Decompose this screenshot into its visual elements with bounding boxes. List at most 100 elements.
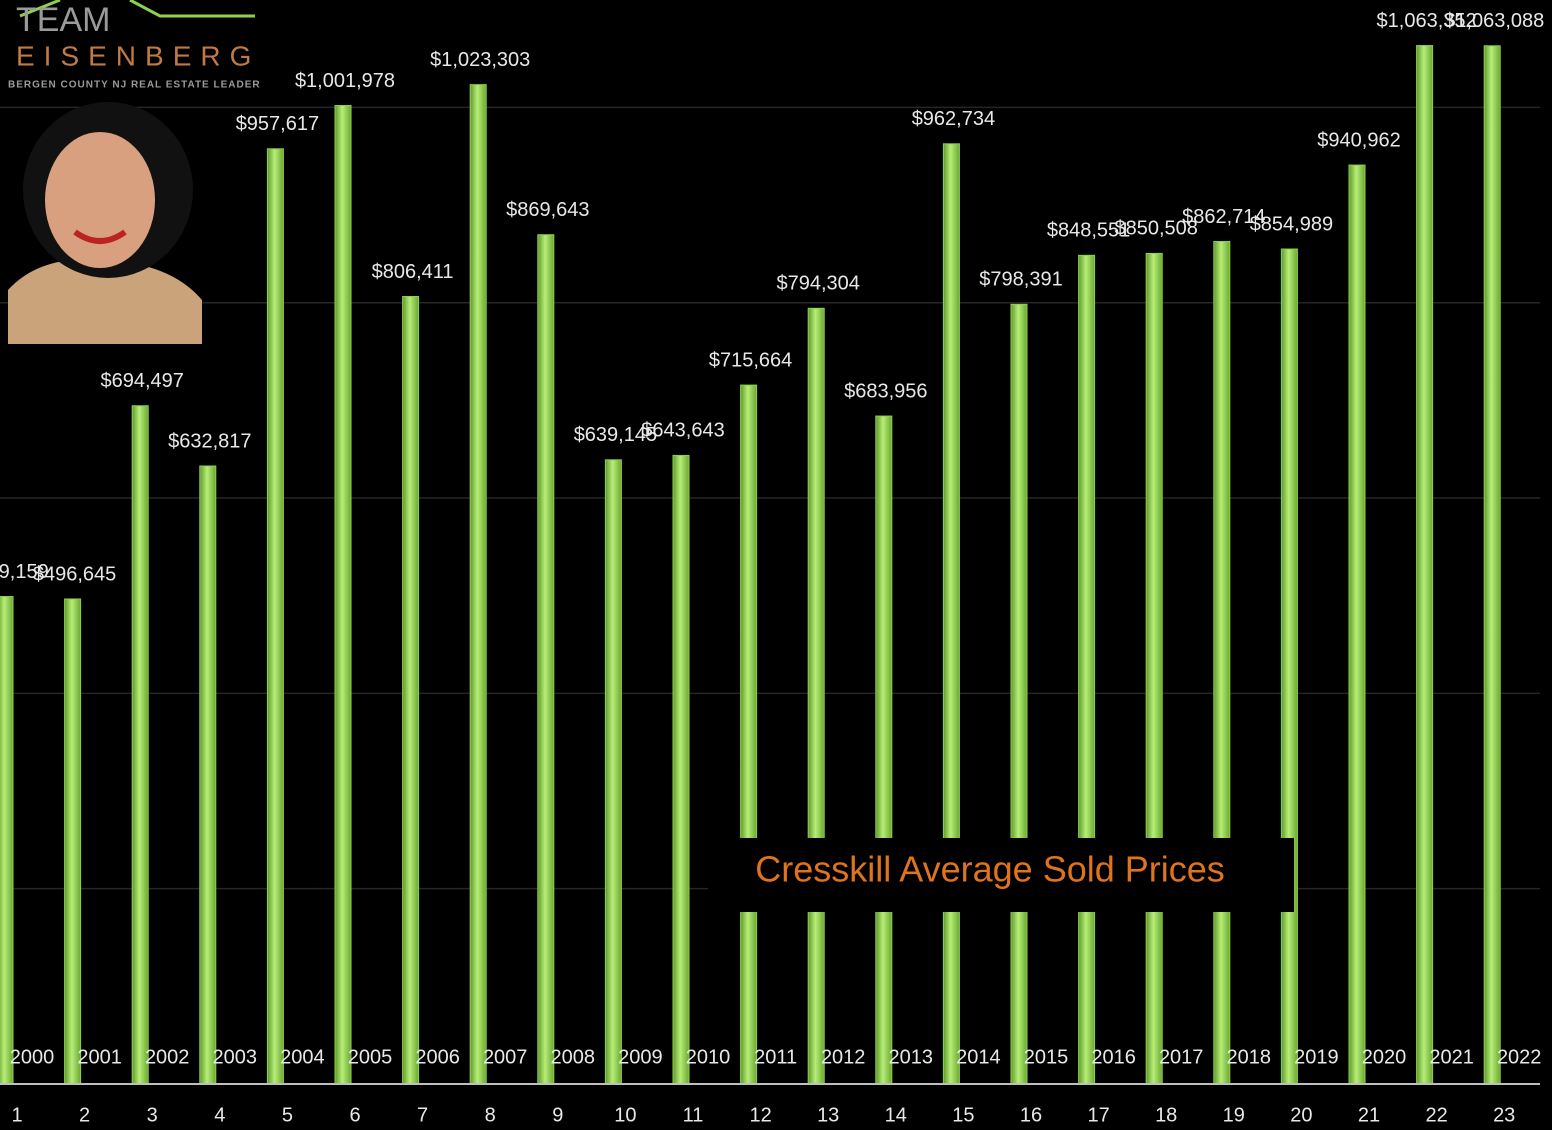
value-label: $1,023,303 (430, 49, 530, 71)
value-label: $798,391 (979, 269, 1062, 291)
bar (875, 415, 893, 1085)
bar (1416, 45, 1434, 1085)
bar (64, 598, 82, 1085)
x-tick-label: 21 (1358, 1104, 1380, 1126)
bar (199, 465, 217, 1085)
x-tick-label: 2 (79, 1104, 90, 1126)
bar (807, 307, 825, 1085)
value-label: $940,962 (1317, 129, 1400, 151)
year-label: 2019 (1294, 1046, 1339, 1068)
logo-team: TEAM (16, 1, 110, 39)
bar (1483, 45, 1501, 1085)
x-tick-label: 10 (614, 1104, 636, 1126)
bar (1280, 248, 1298, 1085)
year-label: 2018 (1227, 1046, 1272, 1068)
bar (740, 384, 758, 1085)
year-label: 2012 (821, 1046, 866, 1068)
year-label: 2003 (213, 1046, 258, 1068)
year-label: 2009 (618, 1046, 663, 1068)
year-label: 2022 (1497, 1046, 1542, 1068)
x-tick-label: 5 (282, 1104, 293, 1126)
bar (266, 148, 284, 1085)
value-label: $499,159 (0, 561, 49, 583)
year-label: 2000 (10, 1046, 55, 1068)
x-tick-label: 11 (683, 1104, 704, 1126)
year-label: 2001 (77, 1046, 122, 1068)
x-tick-label: 18 (1155, 1104, 1177, 1126)
photo-shoulders (8, 259, 202, 344)
x-tick-label: 20 (1290, 1104, 1312, 1126)
bar (1145, 252, 1163, 1085)
bar (1213, 240, 1231, 1085)
value-label: $643,643 (641, 420, 724, 442)
x-tick-label: 15 (952, 1104, 974, 1126)
value-label: $694,497 (100, 370, 183, 392)
year-label: 2014 (956, 1046, 1001, 1068)
x-tick-label: 17 (1087, 1104, 1109, 1126)
x-tick-label: 4 (214, 1104, 225, 1126)
year-label: 2020 (1362, 1046, 1407, 1068)
bar (1348, 164, 1366, 1085)
value-label: $794,304 (776, 273, 859, 295)
year-label: 2013 (889, 1046, 934, 1068)
x-tick-label: 12 (749, 1104, 771, 1126)
x-tick-label: 16 (1020, 1104, 1042, 1126)
title-box (708, 838, 1294, 912)
bar (604, 459, 622, 1085)
year-label: 2016 (1091, 1046, 1136, 1068)
bar (469, 84, 487, 1085)
value-label: $683,956 (844, 380, 927, 402)
x-tick-label: 19 (1223, 1104, 1245, 1126)
year-label: 2006 (415, 1046, 460, 1068)
value-label: $869,643 (506, 199, 589, 221)
year-label: 2017 (1159, 1046, 1204, 1068)
bar (334, 104, 352, 1085)
year-label: 2015 (1024, 1046, 1069, 1068)
x-tick-label: 7 (417, 1104, 428, 1126)
value-label: $632,817 (168, 430, 251, 452)
year-label: 2008 (551, 1046, 596, 1068)
x-tick-label: 13 (817, 1104, 839, 1126)
bar (402, 295, 420, 1085)
chart-title: Cresskill Average Sold Prices (755, 849, 1225, 890)
x-tick-label: 14 (885, 1104, 907, 1126)
photo-face (45, 132, 155, 268)
bars (0, 45, 1501, 1085)
value-label: $715,664 (709, 349, 792, 371)
value-label: $962,734 (912, 108, 995, 130)
value-label: $1,063,352 (1377, 10, 1477, 32)
x-tick-label: 8 (485, 1104, 496, 1126)
bar (537, 234, 555, 1085)
logo-roof (19, 0, 255, 18)
x-tick-label: 23 (1493, 1104, 1515, 1126)
value-label: $496,645 (33, 563, 116, 585)
x-tick-label: 1 (11, 1104, 22, 1126)
bar (0, 596, 14, 1085)
bar (942, 143, 960, 1085)
value-label: $850,508 (1114, 218, 1197, 240)
bar (131, 405, 149, 1085)
x-tick-label: 3 (147, 1104, 158, 1126)
value-label: $862,714 (1182, 206, 1265, 228)
value-label: $1,001,978 (295, 70, 395, 92)
logo-tagline: BERGEN COUNTY NJ REAL ESTATE LEADER (8, 80, 261, 91)
agent-photo (8, 102, 202, 344)
value-label: $848,551 (1047, 220, 1130, 242)
x-tick-label: 6 (349, 1104, 360, 1126)
x-tick-label: 22 (1425, 1104, 1447, 1126)
x-tick-label: 9 (552, 1104, 563, 1126)
value-label: $639,145 (574, 424, 657, 446)
year-label: 2005 (348, 1046, 393, 1068)
year-label: 2004 (280, 1046, 325, 1068)
year-label: 2021 (1429, 1046, 1474, 1068)
value-label: $1,063,088 (1444, 10, 1544, 32)
year-label: 2002 (145, 1046, 190, 1068)
value-label: $957,617 (236, 113, 319, 135)
year-label: 2007 (483, 1046, 528, 1068)
logo-name: EISENBERG (16, 40, 260, 71)
bar (1010, 303, 1028, 1085)
year-label: 2011 (754, 1046, 797, 1068)
logo: TEAM EISENBERG BERGEN COUNTY NJ REAL EST… (8, 0, 261, 91)
value-label: $806,411 (372, 261, 454, 283)
